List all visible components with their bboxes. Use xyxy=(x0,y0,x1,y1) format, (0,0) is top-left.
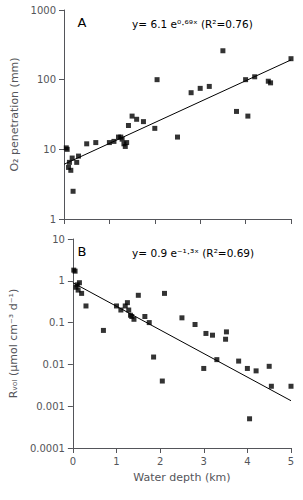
svg-text:B: B xyxy=(78,244,87,259)
svg-text:1000: 1000 xyxy=(31,5,56,16)
svg-text:Water depth (km): Water depth (km) xyxy=(133,471,230,484)
svg-text:0.001: 0.001 xyxy=(36,401,65,412)
svg-text:5: 5 xyxy=(288,456,294,467)
svg-text:0.1: 0.1 xyxy=(49,317,65,328)
svg-text:Rᵥₒₗ (μmol cm⁻³ d⁻¹): Rᵥₒₗ (μmol cm⁻³ d⁻¹) xyxy=(7,289,20,398)
svg-text:3: 3 xyxy=(201,456,207,467)
svg-text:y= 0.9 e⁻¹·³ˣ (R²=0.69): y= 0.9 e⁻¹·³ˣ (R²=0.69) xyxy=(132,247,254,259)
svg-text:10: 10 xyxy=(52,234,65,245)
svg-text:y= 6.1 e⁰·⁶⁹ˣ (R²=0.76): y= 6.1 e⁰·⁶⁹ˣ (R²=0.76) xyxy=(132,18,253,30)
svg-text:4: 4 xyxy=(244,456,250,467)
svg-text:0: 0 xyxy=(70,456,76,467)
svg-text:1: 1 xyxy=(59,275,65,286)
svg-text:A: A xyxy=(78,15,87,30)
svg-text:O₂ penetration (mm): O₂ penetration (mm) xyxy=(8,57,21,171)
svg-text:0.01: 0.01 xyxy=(43,359,65,370)
svg-text:0.0001: 0.0001 xyxy=(30,443,65,454)
svg-text:1: 1 xyxy=(113,456,119,467)
svg-text:10: 10 xyxy=(43,144,56,155)
svg-text:1: 1 xyxy=(50,214,56,225)
svg-text:2: 2 xyxy=(157,456,163,467)
svg-text:100: 100 xyxy=(37,74,56,85)
